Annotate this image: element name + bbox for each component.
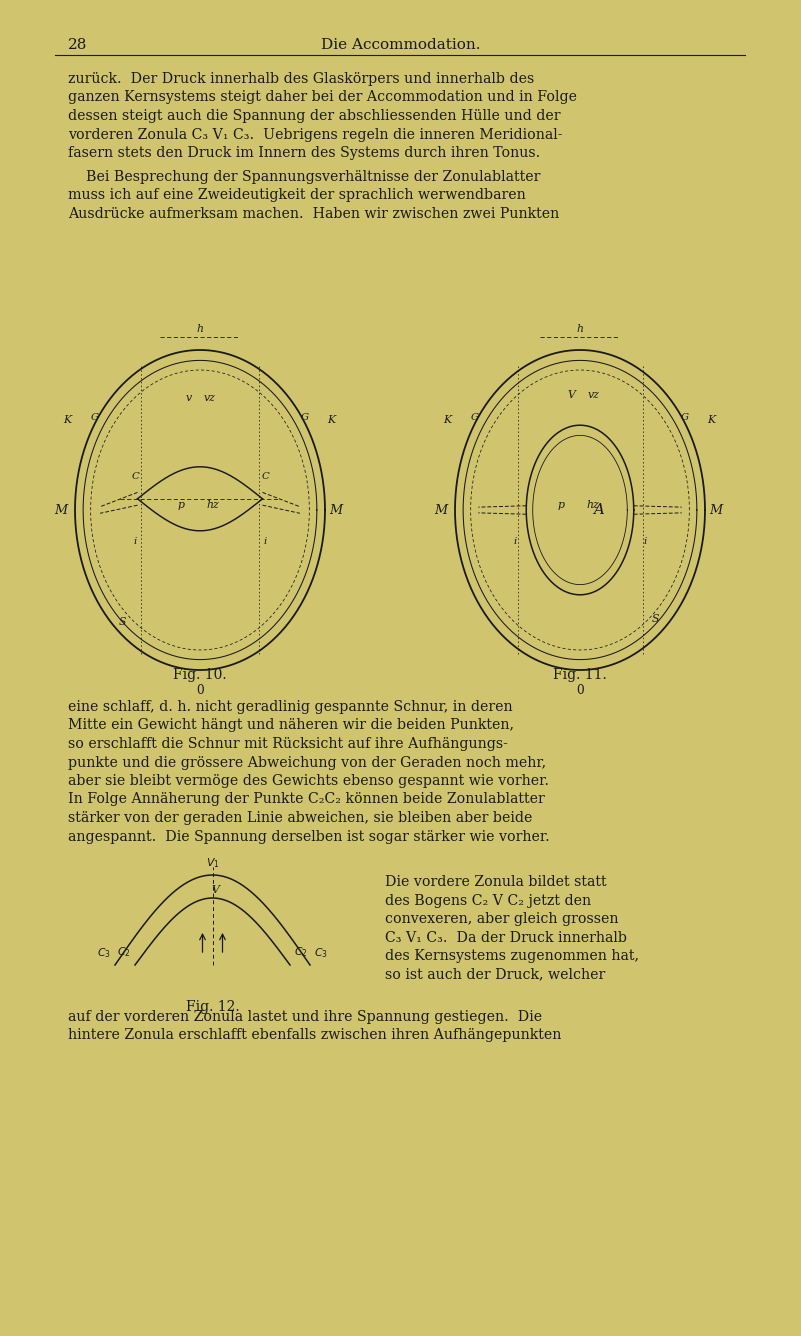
Text: S: S	[119, 617, 127, 627]
Text: G: G	[471, 413, 479, 422]
Text: Ausdrücke aufmerksam machen.  Haben wir zwischen zwei Punkten: Ausdrücke aufmerksam machen. Haben wir z…	[68, 207, 559, 220]
Text: $C_2$: $C_2$	[294, 945, 308, 959]
Text: convexeren, aber gleich grossen: convexeren, aber gleich grossen	[385, 912, 618, 926]
Text: K: K	[327, 415, 335, 425]
Text: Fig. 10.: Fig. 10.	[173, 668, 227, 681]
Text: M: M	[329, 504, 342, 517]
Text: ganzen Kernsystems steigt daher bei der Accommodation und in Folge: ganzen Kernsystems steigt daher bei der …	[68, 91, 577, 104]
Text: vz: vz	[587, 390, 599, 399]
Text: M: M	[54, 504, 67, 517]
Text: fasern stets den Druck im Innern des Systems durch ihren Tonus.: fasern stets den Druck im Innern des Sys…	[68, 146, 540, 160]
Text: zurück.  Der Druck innerhalb des Glaskörpers und innerhalb des: zurück. Der Druck innerhalb des Glaskörp…	[68, 72, 534, 86]
Text: M: M	[709, 504, 723, 517]
Text: C: C	[261, 472, 269, 481]
Text: V: V	[567, 390, 575, 399]
Text: punkte und die grössere Abweichung von der Geraden noch mehr,: punkte und die grössere Abweichung von d…	[68, 755, 546, 770]
Text: p: p	[178, 500, 185, 510]
Text: h: h	[577, 325, 583, 334]
Text: i: i	[643, 537, 646, 546]
Text: V: V	[211, 884, 219, 895]
Text: $V_1$: $V_1$	[206, 856, 219, 870]
Text: 28: 28	[68, 37, 87, 52]
Text: G: G	[301, 413, 309, 422]
Text: i: i	[513, 537, 517, 546]
Text: i: i	[264, 537, 267, 546]
Text: hz: hz	[206, 500, 219, 510]
Text: so ist auch der Druck, welcher: so ist auch der Druck, welcher	[385, 967, 606, 982]
Text: M: M	[434, 504, 447, 517]
Text: C₃ V₁ C₃.  Da der Druck innerhalb: C₃ V₁ C₃. Da der Druck innerhalb	[385, 930, 627, 945]
Text: p: p	[558, 500, 565, 510]
Text: G: G	[91, 413, 99, 422]
Text: C: C	[131, 472, 139, 481]
Text: S: S	[651, 613, 658, 624]
Text: Fig. 12.: Fig. 12.	[186, 1001, 239, 1014]
Text: v: v	[185, 393, 191, 403]
Text: vz: vz	[203, 393, 215, 403]
Text: i: i	[134, 537, 137, 546]
Text: Die Accommodation.: Die Accommodation.	[320, 37, 481, 52]
Text: aber sie bleibt vermöge des Gewichts ebenso gespannt wie vorher.: aber sie bleibt vermöge des Gewichts ebe…	[68, 774, 549, 788]
Text: dessen steigt auch die Spannung der abschliessenden Hülle und der: dessen steigt auch die Spannung der absc…	[68, 110, 561, 123]
Text: $C_3$: $C_3$	[314, 946, 328, 959]
Text: des Bogens C₂ V C₂ jetzt den: des Bogens C₂ V C₂ jetzt den	[385, 894, 591, 907]
Text: Bei Besprechung der Spannungsverhältnisse der Zonulablatter: Bei Besprechung der Spannungsverhältniss…	[68, 170, 541, 184]
Text: eine schlaff, d. h. nicht geradlinig gespannte Schnur, in deren: eine schlaff, d. h. nicht geradlinig ges…	[68, 700, 513, 713]
Text: hintere Zonula erschlafft ebenfalls zwischen ihren Aufhängepunkten: hintere Zonula erschlafft ebenfalls zwis…	[68, 1029, 562, 1042]
Text: A: A	[594, 502, 604, 517]
Text: $C_3$: $C_3$	[97, 946, 111, 959]
Text: 0: 0	[576, 684, 584, 697]
Text: des Kernsystems zugenommen hat,: des Kernsystems zugenommen hat,	[385, 949, 639, 963]
Text: G: G	[681, 413, 689, 422]
Text: h: h	[196, 325, 203, 334]
Text: Mitte ein Gewicht hängt und näheren wir die beiden Punkten,: Mitte ein Gewicht hängt und näheren wir …	[68, 719, 514, 732]
Text: Fig. 11.: Fig. 11.	[553, 668, 607, 681]
Text: so erschlafft die Schnur mit Rücksicht auf ihre Aufhängungs-: so erschlafft die Schnur mit Rücksicht a…	[68, 737, 508, 751]
Text: K: K	[443, 415, 451, 425]
Text: K: K	[707, 415, 715, 425]
Text: vorderen Zonula C₃ V₁ C₃.  Uebrigens regeln die inneren Meridional-: vorderen Zonula C₃ V₁ C₃. Uebrigens rege…	[68, 127, 562, 142]
Text: muss ich auf eine Zweideutigkeit der sprachlich werwendbaren: muss ich auf eine Zweideutigkeit der spr…	[68, 188, 525, 203]
Text: 0: 0	[196, 684, 204, 697]
Text: angespannt.  Die Spannung derselben ist sogar stärker wie vorher.: angespannt. Die Spannung derselben ist s…	[68, 830, 549, 843]
Text: K: K	[62, 415, 71, 425]
Text: auf der vorderen Zonula lastet und ihre Spannung gestiegen.  Die: auf der vorderen Zonula lastet und ihre …	[68, 1010, 542, 1023]
Text: In Folge Annäherung der Punkte C₂C₂ können beide Zonulablatter: In Folge Annäherung der Punkte C₂C₂ könn…	[68, 792, 545, 807]
Text: Die vordere Zonula bildet statt: Die vordere Zonula bildet statt	[385, 875, 606, 888]
Text: stärker von der geraden Linie abweichen, sie bleiben aber beide: stärker von der geraden Linie abweichen,…	[68, 811, 533, 826]
Text: $C_2$: $C_2$	[118, 945, 131, 959]
Text: hz: hz	[586, 500, 599, 510]
